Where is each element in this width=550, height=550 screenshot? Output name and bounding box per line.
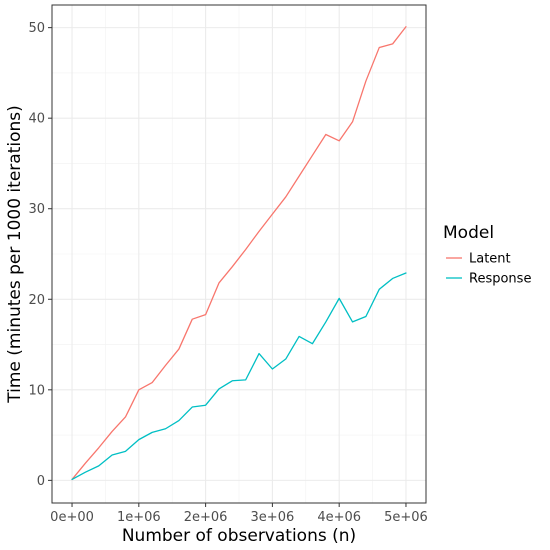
y-axis-ticks: 0 10 20 30 40 50 bbox=[28, 21, 52, 489]
x-tick-label: 3e+06 bbox=[251, 510, 295, 525]
legend-items: Latent Response bbox=[446, 252, 531, 287]
series-layer bbox=[71, 26, 407, 481]
y-tick-label: 40 bbox=[28, 112, 45, 127]
x-tick-label: 1e+06 bbox=[117, 510, 161, 525]
y-tick-label: 10 bbox=[28, 383, 45, 398]
y-tick-label: 20 bbox=[28, 293, 45, 308]
x-axis-ticks: 0e+00 1e+06 2e+06 3e+06 4e+06 5e+06 bbox=[50, 503, 428, 525]
x-tick-label: 0e+00 bbox=[50, 510, 94, 525]
minor-gridlines bbox=[52, 5, 426, 503]
x-tick-label: 2e+06 bbox=[184, 510, 228, 525]
major-gridlines bbox=[52, 5, 426, 503]
legend-title: Model bbox=[443, 223, 494, 243]
series-line-latent bbox=[71, 26, 407, 481]
legend: Model Latent Response bbox=[443, 223, 531, 287]
y-tick-label: 30 bbox=[28, 202, 45, 217]
y-tick-label: 50 bbox=[28, 21, 45, 36]
legend-label-latent: Latent bbox=[469, 252, 511, 267]
series-line-response bbox=[71, 272, 407, 481]
plot-border bbox=[51, 4, 427, 504]
y-tick-label: 0 bbox=[37, 474, 45, 489]
y-axis-title: Time (minutes per 1000 iterations) bbox=[5, 105, 25, 403]
x-axis-title: Number of observations (n) bbox=[122, 526, 356, 546]
x-tick-label: 4e+06 bbox=[317, 510, 361, 525]
x-tick-label: 5e+06 bbox=[384, 510, 428, 525]
legend-label-response: Response bbox=[469, 272, 531, 287]
